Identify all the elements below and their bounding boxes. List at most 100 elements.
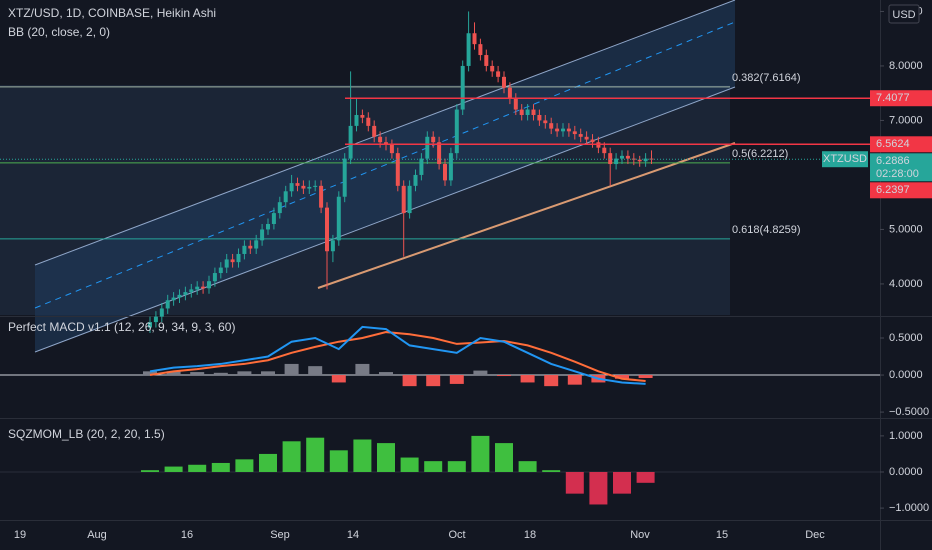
candle-body: [254, 240, 259, 249]
x-tick-label: 14: [347, 529, 359, 541]
channel-mid: [34, 21, 736, 309]
histogram-bar: [284, 363, 299, 376]
histogram-bar: [166, 371, 181, 376]
candle-body: [643, 158, 648, 162]
histogram-bar: [471, 435, 490, 472]
indicator-legend: BB (20, close, 2, 0): [8, 25, 110, 39]
indicator-line: [149, 331, 646, 382]
histogram-bar: [497, 375, 511, 377]
candle-body: [224, 259, 229, 268]
candle-body: [602, 147, 607, 154]
channel-lower: [34, 86, 736, 353]
x-tick-label: 15: [716, 529, 728, 541]
histogram-bar: [329, 450, 348, 472]
candle-body: [437, 142, 442, 165]
candle-body: [195, 286, 200, 290]
candle-body: [478, 44, 483, 56]
candle-body: [484, 55, 489, 66]
candle-body: [319, 185, 324, 208]
channel-upper: [34, 0, 736, 266]
candle-body: [637, 159, 642, 162]
candle-body: [578, 134, 583, 137]
histogram-bar: [520, 375, 535, 383]
histogram-bar: [542, 470, 561, 472]
currency-box[interactable]: [888, 4, 920, 24]
histogram-bar: [237, 371, 252, 376]
candle-body: [354, 114, 359, 126]
candle-body: [419, 158, 424, 175]
candle-body: [159, 308, 164, 317]
chart-title: XTZ/USD, 1D, COINBASE, Heikin Ashi: [8, 6, 216, 20]
histogram-bar: [190, 372, 205, 376]
histogram-bar: [636, 471, 655, 483]
candle-body: [566, 128, 571, 132]
candle-body: [443, 164, 447, 181]
candle-body: [584, 136, 589, 140]
candle-body: [307, 186, 312, 189]
candle-body: [496, 71, 501, 77]
histogram-bar: [331, 375, 346, 383]
candle-body: [472, 33, 477, 45]
channel-fill: [35, 0, 735, 352]
candle-body: [177, 294, 182, 298]
histogram-bar: [518, 461, 537, 472]
histogram-bar: [379, 372, 393, 376]
histogram-bar: [377, 443, 395, 472]
candle-body: [407, 185, 412, 214]
candle-body: [561, 128, 565, 132]
histogram-bar: [353, 439, 372, 472]
histogram-bar: [544, 375, 559, 387]
countdown: 02:28:00: [876, 168, 919, 180]
fib-label: 0.382(7.6164): [732, 72, 801, 84]
candle-body: [171, 297, 176, 301]
histogram-bar: [282, 441, 301, 472]
histogram-bar: [589, 471, 608, 505]
candle-body: [165, 300, 170, 309]
histogram-bar: [259, 453, 277, 472]
candle-body: [330, 240, 335, 252]
candle-body: [230, 259, 235, 263]
candle-body: [236, 253, 241, 263]
histogram-bar: [213, 372, 228, 376]
candle-body: [543, 120, 548, 124]
histogram-bar: [164, 466, 183, 472]
pane-title: Perfect MACD v1.1 (12, 26, 9, 34, 9, 3, …: [8, 320, 235, 334]
candle-body: [153, 316, 158, 323]
price-label: 6.2886: [876, 155, 910, 167]
histogram-bar: [261, 371, 275, 376]
candle-body: [614, 158, 619, 165]
pane-title: SQZMOM_LB (20, 2, 20, 1.5): [8, 427, 165, 441]
histogram-bar: [638, 375, 653, 378]
histogram-bar: [615, 375, 629, 379]
candle-body: [395, 153, 400, 186]
candle-body: [389, 144, 394, 154]
x-tick-label: 18: [524, 529, 536, 541]
candle-body: [620, 155, 624, 159]
candle-body: [401, 185, 406, 214]
candle-body: [378, 136, 383, 143]
price-label: 6.5624: [876, 138, 910, 150]
histogram-bar: [473, 370, 488, 376]
candle-body: [460, 65, 465, 110]
y-tick-label: 8.0000: [889, 60, 923, 72]
fib-label: 0.5(6.2212): [732, 148, 788, 160]
symbol-label: XTZUSD: [823, 153, 867, 165]
candle-body: [336, 196, 341, 241]
candle-body: [525, 109, 530, 115]
candle-body: [201, 286, 206, 289]
y-tick-label: 0.5000: [889, 332, 923, 344]
histogram-bar: [400, 457, 419, 472]
candle-body: [342, 158, 347, 197]
histogram-bar: [447, 461, 466, 472]
histogram-bar: [613, 471, 631, 494]
candle-body: [507, 87, 512, 99]
candle-body: [490, 65, 495, 72]
x-tick-label: Dec: [805, 529, 825, 541]
price-label: 7.4077: [876, 92, 910, 104]
candle-body: [313, 185, 318, 187]
price-label-box: [870, 90, 932, 107]
currency[interactable]: USD: [892, 9, 915, 21]
candle-body: [325, 207, 329, 252]
